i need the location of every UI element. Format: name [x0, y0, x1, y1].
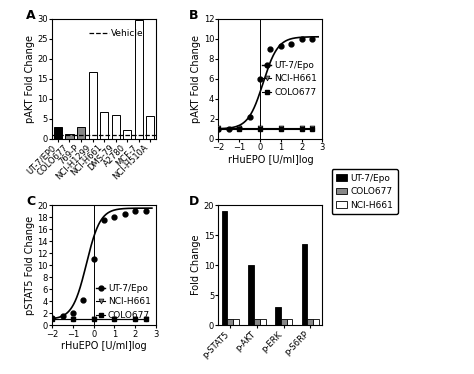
- Bar: [287, 319, 292, 325]
- Y-axis label: Fold Change: Fold Change: [191, 235, 201, 295]
- Bar: [222, 211, 228, 325]
- Bar: [111, 115, 119, 139]
- Bar: [100, 112, 108, 139]
- Y-axis label: pAKT Fold Change: pAKT Fold Change: [25, 35, 35, 123]
- Bar: [65, 134, 73, 139]
- Text: D: D: [189, 196, 200, 208]
- Y-axis label: pAKT Fold Change: pAKT Fold Change: [191, 35, 201, 123]
- Bar: [260, 319, 266, 325]
- Bar: [275, 307, 281, 325]
- Bar: [248, 265, 254, 325]
- Bar: [135, 19, 143, 139]
- Text: Vehicle: Vehicle: [111, 29, 144, 38]
- Legend: UT-7/Epo, NCI-H661, COLO677: UT-7/Epo, NCI-H661, COLO677: [92, 280, 154, 324]
- Bar: [228, 319, 233, 325]
- Text: B: B: [189, 9, 199, 22]
- Bar: [301, 244, 308, 325]
- Y-axis label: pSTAT5 Fold Change: pSTAT5 Fold Change: [25, 216, 35, 315]
- Legend: UT-7/Epo, NCI-H661, COLO677: UT-7/Epo, NCI-H661, COLO677: [259, 57, 320, 101]
- Bar: [89, 72, 97, 139]
- Legend: UT-7/Epo, COLO677, NCI-H661: UT-7/Epo, COLO677, NCI-H661: [332, 169, 398, 214]
- Text: A: A: [26, 9, 36, 22]
- Text: C: C: [26, 196, 35, 208]
- Bar: [313, 319, 319, 325]
- Bar: [254, 319, 260, 325]
- Bar: [146, 116, 155, 139]
- Bar: [281, 319, 287, 325]
- Bar: [233, 319, 239, 325]
- X-axis label: rHuEPO [U/ml]log: rHuEPO [U/ml]log: [61, 341, 147, 351]
- Bar: [123, 130, 131, 139]
- X-axis label: rHuEPO [U/ml]log: rHuEPO [U/ml]log: [228, 155, 313, 165]
- Bar: [308, 319, 313, 325]
- Bar: [54, 127, 62, 139]
- Bar: [77, 127, 85, 139]
